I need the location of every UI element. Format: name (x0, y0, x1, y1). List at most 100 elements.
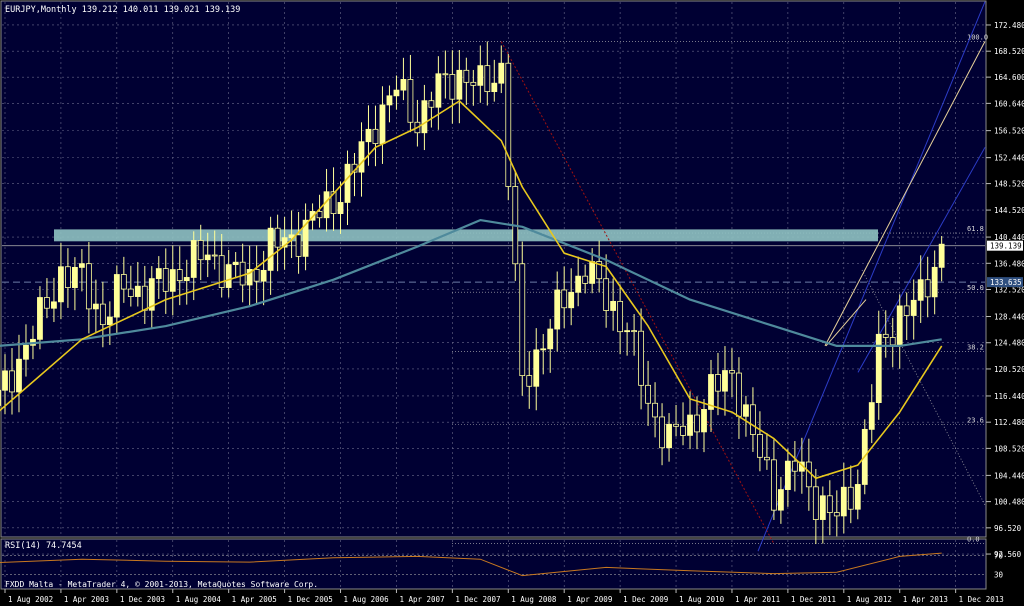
price-tick-label: 148.520 (994, 180, 1024, 189)
candle-body (840, 486, 847, 517)
candle-body (554, 289, 561, 330)
price-tick-label: 156.520 (994, 127, 1024, 136)
candle-body (316, 211, 323, 219)
time-tick-label: 1 Apr 2009 (567, 595, 612, 604)
candle-body (645, 384, 651, 404)
candle-body (218, 255, 225, 288)
price-tick-label: 92.560 (994, 550, 1022, 559)
pitchfork-median-line (824, 41, 986, 347)
current-price-label-bg (987, 240, 1023, 251)
candle-body (722, 370, 728, 392)
candle-body (51, 301, 57, 309)
candle-body (687, 414, 693, 436)
price-tick-label: 136.480 (994, 259, 1024, 268)
candle-body (491, 82, 498, 93)
candle-body (232, 261, 239, 266)
price-tick-label: 152.440 (994, 154, 1024, 163)
time-tick-label: 1 Apr 2013 (903, 595, 948, 604)
axes: 172.480 168.520 164.600 160.640 156.520 152.4… (4, 21, 1024, 604)
candle-body (561, 289, 568, 309)
fib-level-label: 23.6 (967, 416, 984, 424)
fibonacci-retracement[interactable]: 100.0 61.8 50.0 38.2 23.6 0.0 (452, 34, 988, 545)
candle-body (400, 79, 407, 91)
dashed-level-label-bg (987, 277, 1023, 288)
symbol-info: EURJPY,Monthly 139.212 140.011 139.021 1… (5, 5, 240, 15)
candle-body (875, 333, 882, 403)
candle-body (526, 375, 533, 387)
time-tick-label: 1 Aug 2002 (8, 595, 53, 604)
candle-body (826, 495, 833, 513)
candle-body (568, 291, 575, 309)
candle-body (582, 275, 589, 284)
candle-body (819, 495, 826, 520)
pitchfork-handle (825, 299, 867, 347)
candle-body (58, 266, 64, 303)
candle-body (771, 459, 777, 511)
candle-body (938, 243, 945, 268)
candle-body (896, 305, 903, 346)
candle-body (589, 261, 596, 284)
fib-level-label: 50.0 (967, 284, 984, 292)
candle-body (652, 402, 658, 418)
candle-body (190, 240, 197, 278)
candle-body (791, 460, 798, 472)
candle-body (141, 285, 148, 311)
time-tick-label: 1 Aug 2008 (511, 595, 557, 604)
candle-body (624, 330, 631, 333)
candle-body (435, 73, 442, 108)
candle-body (631, 330, 637, 333)
candle-body (274, 227, 281, 248)
candle-body (295, 234, 302, 257)
candle-body (344, 163, 351, 203)
time-tick-label: 1 Dec 2007 (455, 595, 500, 604)
rsi-level-label: 70 (994, 551, 1004, 560)
candle-body (889, 337, 896, 346)
candle-body (2, 370, 8, 391)
time-tick-label: 1 Dec 2003 (120, 595, 165, 604)
candle-body (85, 263, 92, 310)
candle-body (903, 305, 910, 316)
fib-level-label: 100.0 (967, 34, 988, 42)
fib-level-label: 0.0 (967, 536, 980, 544)
candle-body (211, 254, 218, 257)
candle-body (812, 486, 819, 520)
candle-body (498, 62, 505, 84)
candle-body (854, 484, 861, 510)
rsi-indicator: 70 30 (0, 551, 1004, 580)
candle-body (833, 512, 840, 517)
candle-body (323, 191, 330, 219)
candle-body (365, 128, 372, 143)
price-tick-label: 128.440 (994, 313, 1024, 322)
candle-body (260, 269, 267, 282)
candle-body (37, 297, 43, 340)
candle-body (777, 489, 784, 511)
candle-body (337, 202, 344, 214)
copyright-text: FXDD Malta - MetaTrader 4, © 2001-2013, … (5, 580, 318, 589)
candle-body (44, 297, 50, 309)
candle-body (134, 285, 141, 297)
candle-body (442, 73, 449, 76)
candle-body (764, 456, 770, 461)
candle-body (204, 254, 211, 261)
candle-body (127, 288, 134, 297)
candle-body (0, 389, 1, 406)
time-tick-label: 1 Dec 2011 (791, 595, 836, 604)
candle-body (197, 240, 204, 261)
candle-body (784, 460, 791, 490)
time-tick-label: 1 Apr 2007 (399, 595, 444, 604)
time-tick-label: 1 Aug 2004 (176, 595, 222, 604)
candle-body (78, 263, 85, 268)
candle-body (407, 79, 414, 123)
fib-level-label: 61.8 (967, 225, 984, 233)
candle-body (666, 423, 672, 449)
candle-body (547, 328, 554, 350)
price-tick-label: 104.440 (994, 471, 1024, 480)
price-tick-label: 96.520 (994, 524, 1022, 533)
moving-averages (0, 100, 943, 480)
rsi-line (0, 552, 942, 577)
candle-body (421, 100, 428, 134)
candle-body (743, 404, 749, 417)
candle-body (358, 141, 365, 173)
price-tick-label: 168.520 (994, 47, 1024, 56)
